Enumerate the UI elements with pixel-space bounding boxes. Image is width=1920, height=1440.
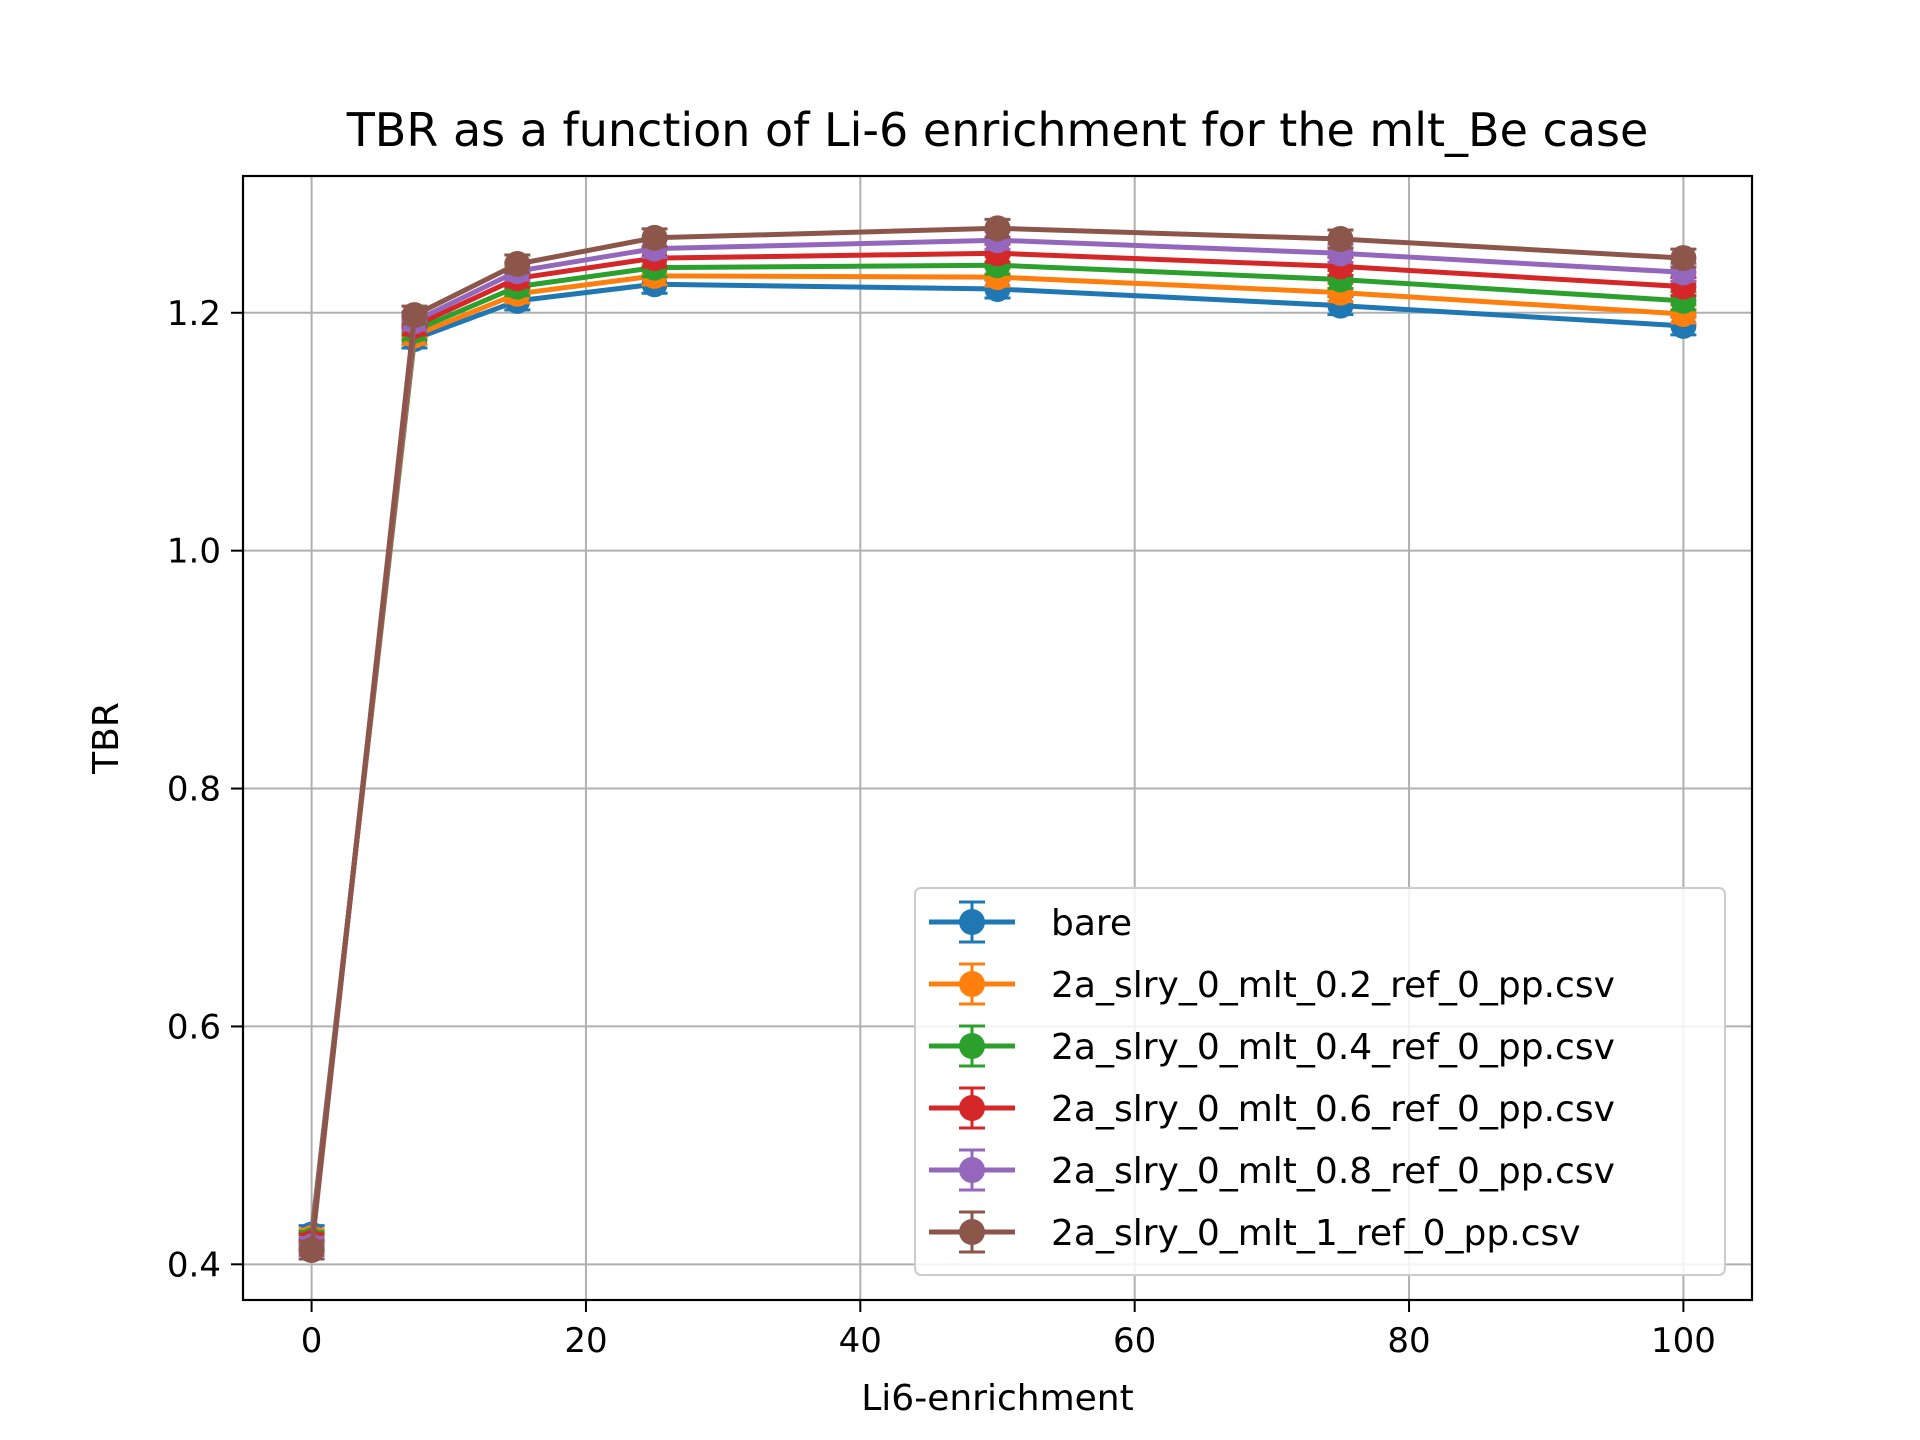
x-axis-label: Li6-enrichment [861,1378,1133,1419]
legend-handle-marker [959,1219,985,1245]
data-point [1670,245,1697,272]
data-point [1327,226,1354,253]
legend-box [914,887,1726,1276]
legend-label: 2a_slry_0_mlt_0.4_ref_0_pp.csv [1051,1027,1615,1068]
y-tick-label: 1.0 [167,532,221,572]
legend-handle-marker [959,1095,985,1121]
legend-item: 2a_slry_0_mlt_1_ref_0_pp.csv [929,1210,1581,1254]
legend-item: 2a_slry_0_mlt_0.6_ref_0_pp.csv [929,1086,1615,1130]
y-tick-label: 0.8 [167,770,221,810]
axis-ticks: 0 20 40 60 80 100 0.4 0.6 0.8 1.0 1.2 [167,294,1716,1361]
data-point [401,302,428,329]
data-point [504,251,531,278]
legend-label: bare [1051,903,1132,944]
x-tick-label: 60 [1113,1321,1156,1361]
plot-frame [241,174,1754,1302]
legend-item: bare [929,900,1132,944]
legend-label: 2a_slry_0_mlt_0.6_ref_0_pp.csv [1051,1089,1615,1130]
legend-item: 2a_slry_0_mlt_0.2_ref_0_pp.csv [929,962,1615,1006]
data-point [984,215,1011,242]
series [298,215,1697,1264]
x-tick-label: 100 [1651,1321,1716,1361]
y-tick-label: 1.2 [167,294,221,334]
x-tick-label: 80 [1387,1321,1430,1361]
legend-handle-marker [959,909,985,935]
legend-item: 2a_slry_0_mlt_0.4_ref_0_pp.csv [929,1024,1615,1068]
legend-label: 2a_slry_0_mlt_1_ref_0_pp.csv [1051,1213,1581,1254]
legend-handle-marker [959,1157,985,1183]
series-layer [298,215,1697,1264]
chart-title: TBR as a function of Li-6 enrichment for… [346,103,1649,157]
x-tick-label: 0 [301,1321,323,1361]
legend-label: 2a_slry_0_mlt_0.2_ref_0_pp.csv [1051,965,1615,1006]
x-tick-label: 40 [839,1321,882,1361]
data-point [641,224,668,251]
legend-label: 2a_slry_0_mlt_0.8_ref_0_pp.csv [1051,1151,1615,1192]
x-tick-label: 20 [564,1321,607,1361]
legend-handle-marker [959,1033,985,1059]
y-axis-label: TBR [86,702,127,775]
legend: bare 2a_slry_0_mlt_0.2_ref_0_pp.csv 2a_slr… [914,887,1726,1276]
y-tick-label: 0.6 [167,1007,221,1047]
y-tick-label: 0.4 [167,1245,221,1285]
legend-handle-marker [959,971,985,997]
data-point [298,1237,325,1264]
legend-item: 2a_slry_0_mlt_0.8_ref_0_pp.csv [929,1148,1615,1192]
